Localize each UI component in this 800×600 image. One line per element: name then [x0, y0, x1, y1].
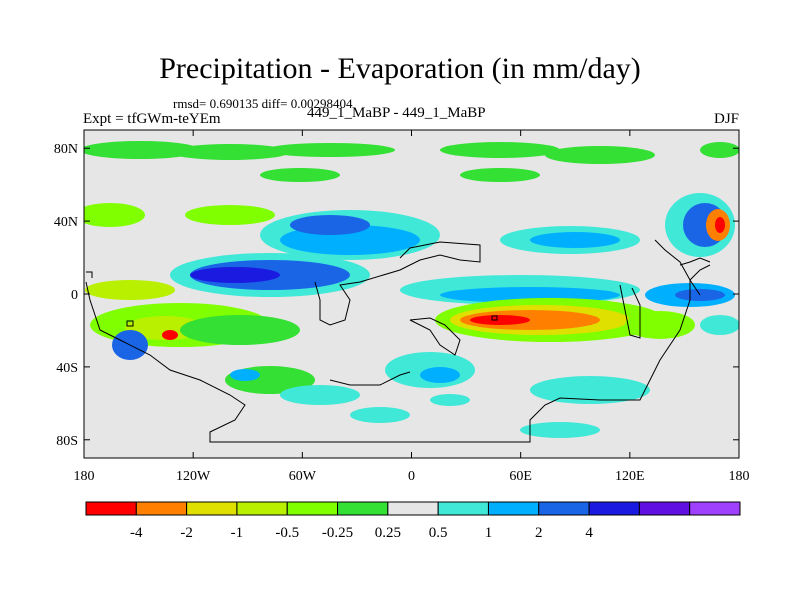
fill-region-tropics	[85, 253, 735, 307]
colorbar-swatch	[85, 501, 137, 516]
colorbar-label: 0.25	[375, 525, 401, 541]
y-tick-label: 80N	[54, 142, 78, 157]
colorbar-label: -2	[180, 525, 193, 541]
plot-area	[84, 130, 739, 458]
y-tick-label: 80S	[56, 434, 78, 449]
x-tick-label: 60E	[509, 469, 532, 484]
stats-line: rmsd= 0.690135 diff= 0.00298404	[173, 96, 353, 111]
x-tick-label: 0	[408, 469, 415, 484]
experiment-label: Expt = tfGWm-teYEm	[83, 111, 221, 127]
chart-title: Precipitation - Evaporation (in mm/day)	[159, 52, 641, 85]
run-label: 449_1_MaBP - 449_1_MaBP	[307, 105, 486, 121]
colorbar-label: 2	[535, 525, 543, 541]
coastlines	[85, 239, 711, 443]
season-label: DJF	[713, 111, 739, 127]
colorbar-label: -0.5	[275, 525, 299, 541]
fill-region-south-subtropics	[90, 298, 739, 360]
colorbar-swatch	[337, 501, 389, 516]
colorbar-label: -0.25	[322, 525, 353, 541]
y-tick-label: 0	[71, 288, 78, 303]
colorbar-swatch	[538, 501, 590, 516]
x-tick-label: 120E	[615, 469, 645, 484]
colorbar-swatch	[689, 501, 741, 516]
x-tick-label: 60W	[289, 469, 317, 484]
x-tick-label: 180	[729, 469, 750, 484]
colorbar-swatch	[588, 501, 640, 516]
colorbar-label: -1	[231, 525, 244, 541]
colorbar-label: 1	[485, 525, 493, 541]
colorbar-swatch	[186, 501, 238, 516]
colorbar-label: 4	[585, 525, 593, 541]
colorbar-swatch	[135, 501, 188, 516]
colorbar-swatch	[487, 501, 540, 516]
y-tick-label: 40S	[56, 361, 78, 376]
fill-region-storm-tracks	[260, 193, 735, 260]
colorbar-swatch	[236, 501, 288, 516]
x-tick-label: 120W	[176, 469, 211, 484]
fill-region-south	[225, 352, 650, 438]
colorbar-swatch	[437, 501, 489, 516]
colorbar-swatch	[387, 501, 439, 516]
y-tick-label: 40N	[54, 215, 78, 230]
colorbar-label: 0.5	[429, 525, 448, 541]
colorbar-swatch	[638, 501, 691, 516]
x-tick-label: 180	[74, 469, 95, 484]
colorbar-label: -4	[130, 525, 143, 541]
fill-region-north-band	[84, 141, 739, 227]
colorbar-swatch	[286, 501, 339, 516]
